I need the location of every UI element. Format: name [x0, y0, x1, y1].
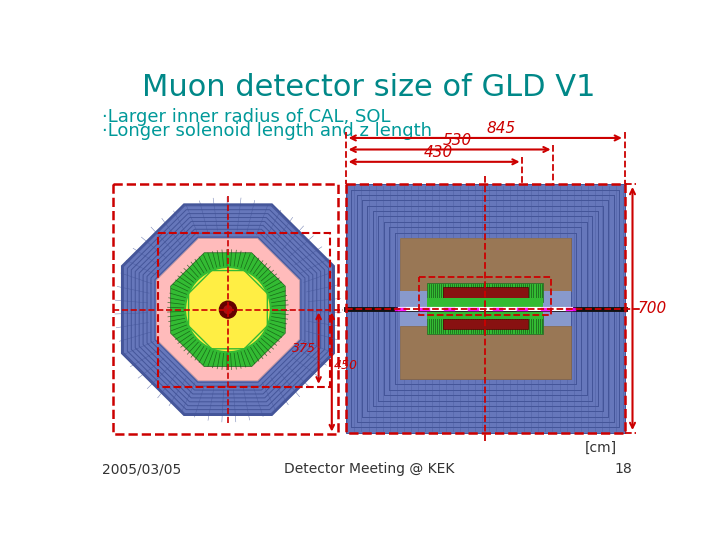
Bar: [351, 190, 619, 428]
Bar: [427, 315, 544, 334]
Bar: [373, 211, 598, 406]
Bar: [346, 184, 625, 433]
Bar: [356, 195, 614, 422]
Text: 450: 450: [334, 359, 358, 372]
Bar: [427, 308, 544, 319]
Bar: [395, 233, 576, 384]
Bar: [356, 195, 614, 422]
Bar: [373, 211, 598, 406]
Text: Detector Meeting @ KEK: Detector Meeting @ KEK: [284, 462, 454, 476]
Text: 845: 845: [486, 122, 516, 137]
Bar: [443, 287, 528, 298]
Text: 700: 700: [637, 301, 667, 316]
Text: Muon detector size of GLD V1: Muon detector size of GLD V1: [143, 73, 595, 103]
Bar: [443, 319, 528, 329]
Text: ·Larger inner radius of CAL, SOL: ·Larger inner radius of CAL, SOL: [102, 108, 390, 126]
Bar: [400, 238, 570, 379]
Text: 18: 18: [615, 462, 632, 476]
Polygon shape: [171, 253, 285, 367]
Bar: [400, 326, 570, 379]
Bar: [367, 206, 603, 411]
Text: 375: 375: [292, 342, 316, 355]
Bar: [362, 200, 608, 417]
Bar: [389, 227, 581, 390]
Bar: [346, 184, 625, 433]
Bar: [400, 291, 570, 326]
Text: 530: 530: [443, 133, 472, 148]
Bar: [400, 238, 570, 379]
Bar: [351, 190, 619, 428]
Bar: [395, 233, 576, 384]
Polygon shape: [156, 239, 300, 381]
Bar: [378, 217, 593, 401]
Bar: [427, 299, 544, 308]
Polygon shape: [122, 204, 334, 415]
Bar: [427, 284, 544, 302]
Bar: [158, 233, 330, 387]
Bar: [389, 227, 581, 390]
Circle shape: [220, 301, 236, 318]
Bar: [346, 184, 625, 433]
Text: 2005/03/05: 2005/03/05: [102, 462, 181, 476]
Bar: [400, 238, 570, 291]
Text: [cm]: [cm]: [585, 441, 617, 455]
Bar: [378, 217, 593, 401]
Bar: [419, 278, 551, 315]
Text: ·Longer solenoid length and z length: ·Longer solenoid length and z length: [102, 122, 431, 140]
Circle shape: [187, 269, 269, 350]
Bar: [384, 222, 587, 395]
Circle shape: [224, 306, 232, 314]
Bar: [113, 184, 338, 434]
Bar: [367, 206, 603, 411]
Text: 430: 430: [423, 145, 453, 160]
Bar: [362, 200, 608, 417]
Bar: [384, 222, 587, 395]
